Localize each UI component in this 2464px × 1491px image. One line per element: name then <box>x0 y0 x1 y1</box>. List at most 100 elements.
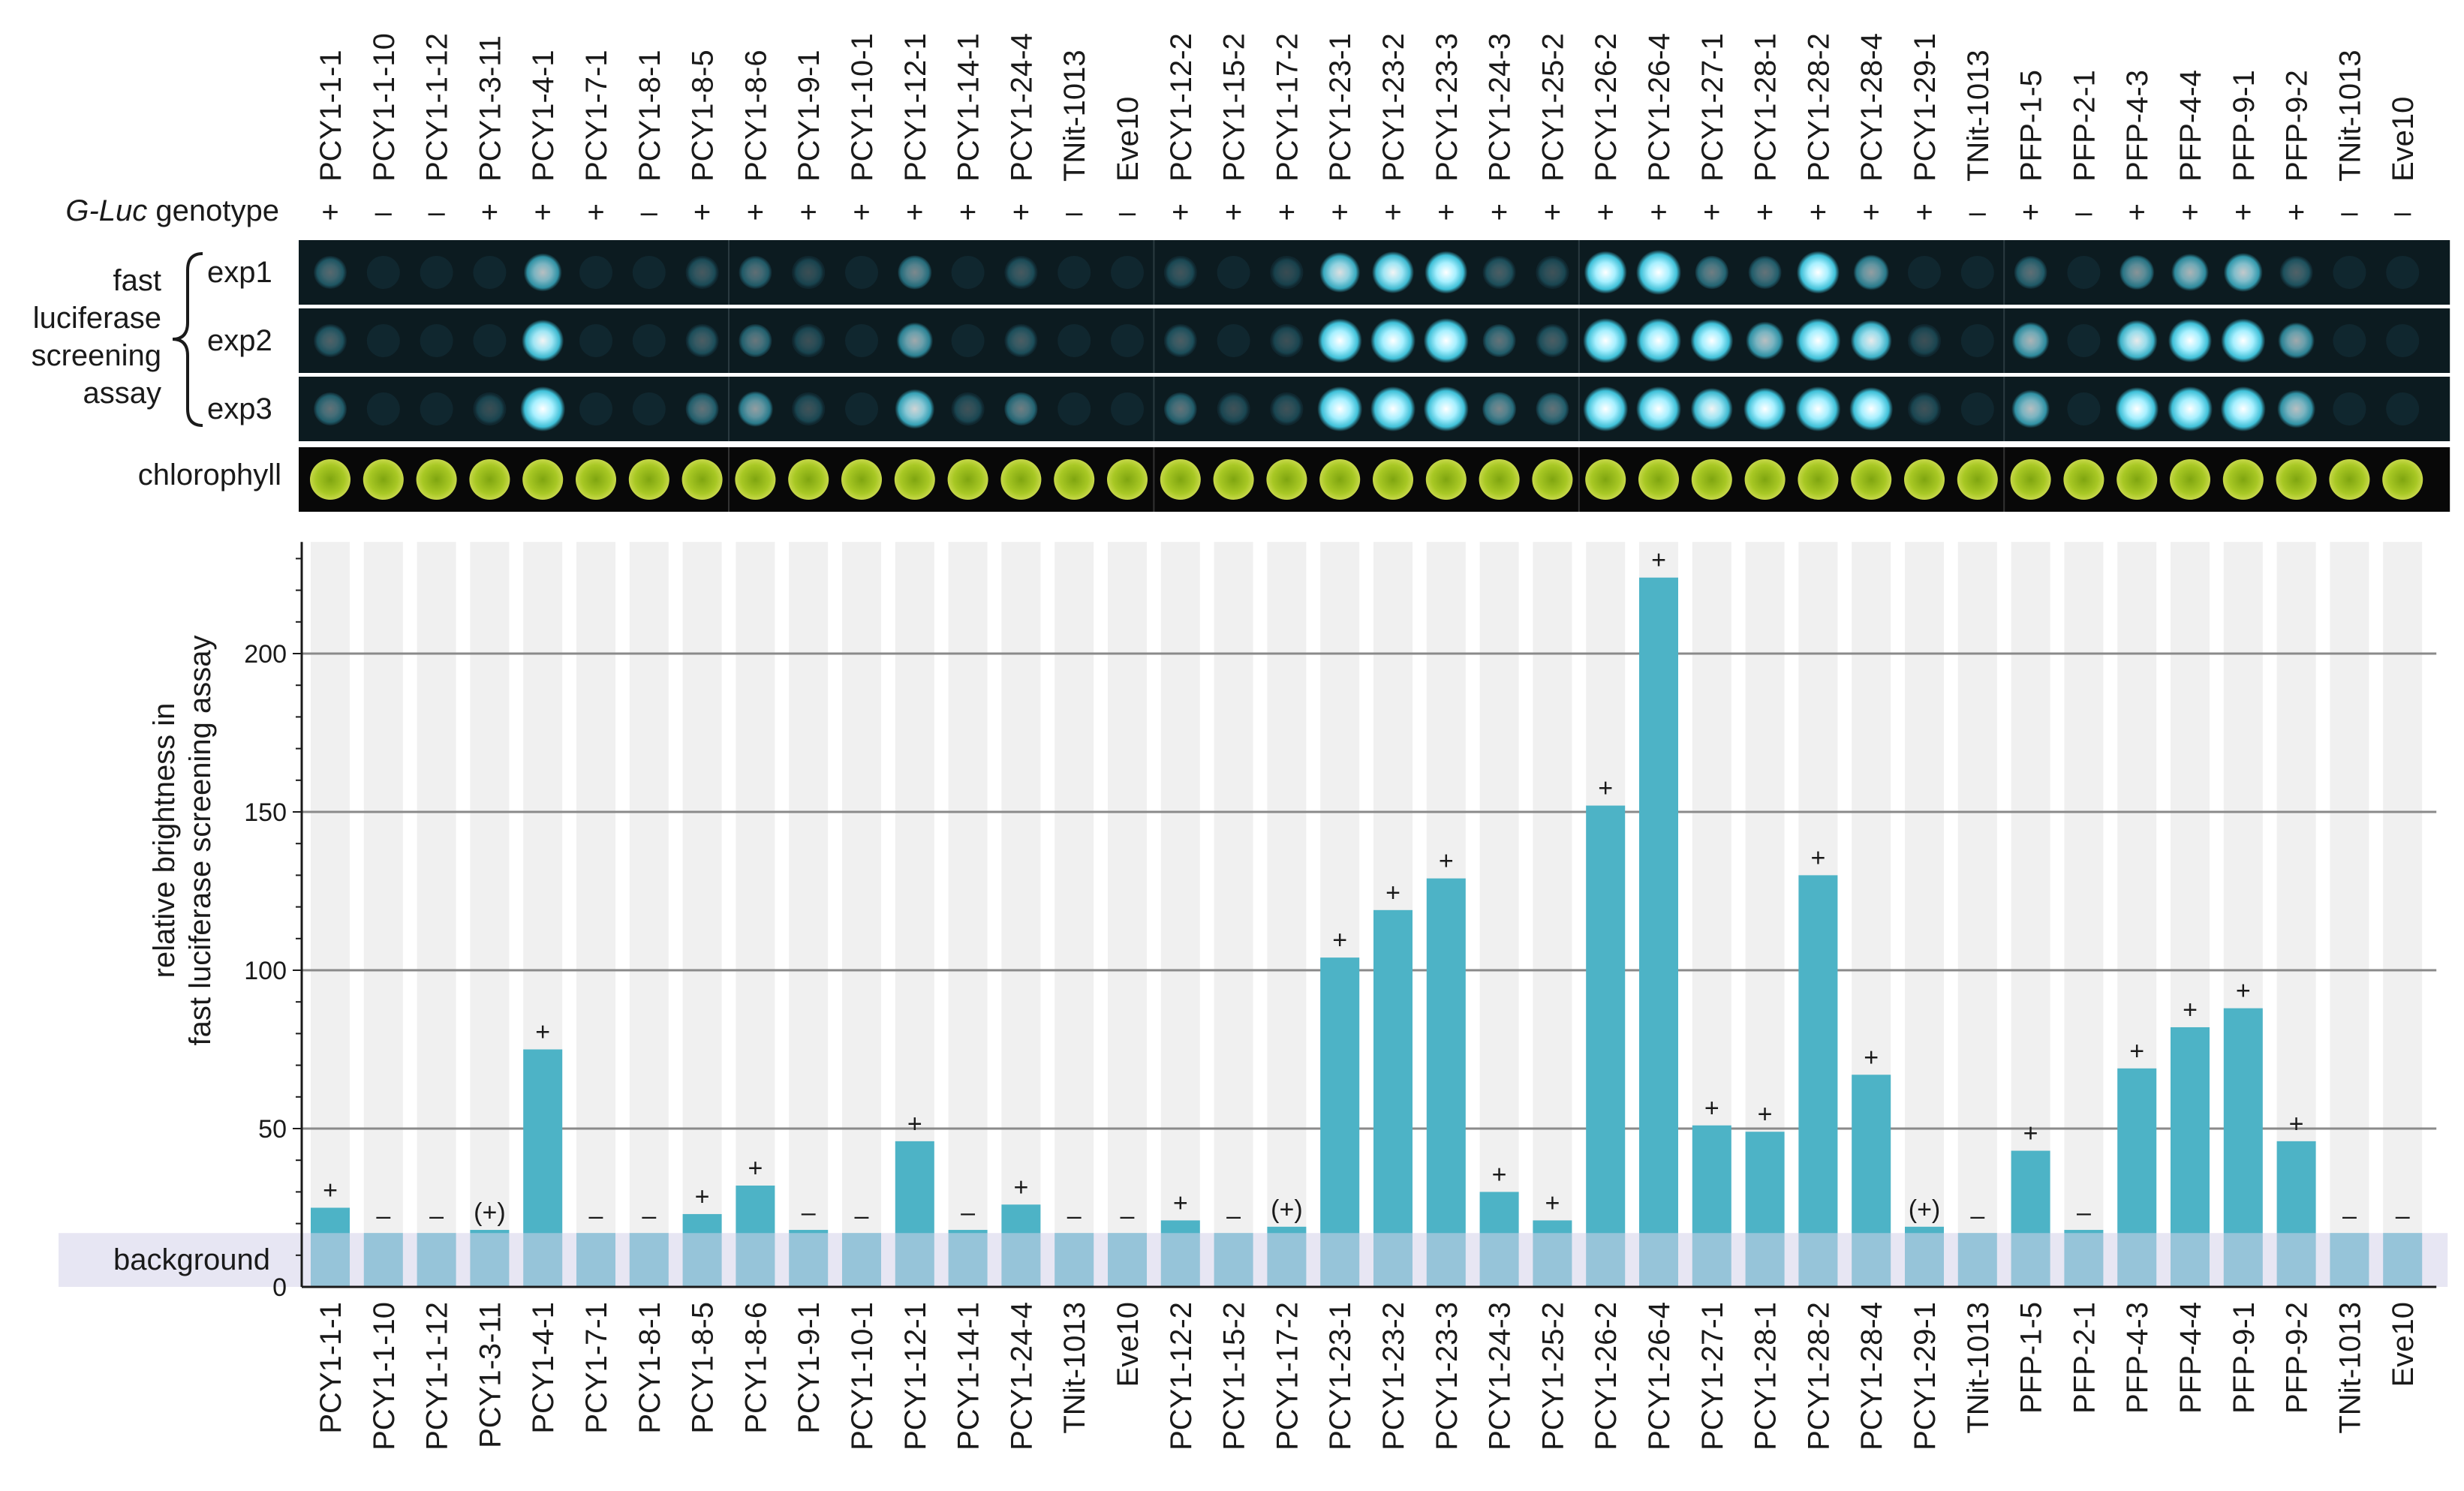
bar-value-mark: + <box>1332 926 1347 954</box>
column-stripe <box>2383 542 2423 1287</box>
bar-value-mark: + <box>535 1018 550 1047</box>
genotype-mark: + <box>693 196 711 229</box>
genotype-mark: + <box>321 196 338 229</box>
glow-spot <box>1795 386 1841 431</box>
genotype-mark: + <box>853 196 870 229</box>
top-category-label: PFP-4-4 <box>2174 70 2207 182</box>
glow-spot <box>1536 325 1569 356</box>
chlorophyll-disc <box>576 459 616 500</box>
genotype-label-italic: G-Luc <box>65 194 147 227</box>
chlorophyll-disc <box>522 459 564 500</box>
chlorophyll-disc <box>1107 459 1148 500</box>
chlorophyll-disc <box>363 459 404 500</box>
glow-spot <box>1583 318 1629 363</box>
genotype-label-rest: genotype <box>147 194 279 227</box>
genotype-mark: + <box>1012 196 1030 229</box>
bar-value-mark: – <box>2396 1201 2410 1230</box>
glow-spot <box>2014 256 2047 289</box>
assay-label-line-2: luciferase <box>33 302 161 335</box>
chlorophyll-label: chlorophyll <box>138 458 281 491</box>
column-stripe <box>417 542 456 1287</box>
bottom-category-label: PFP-2-1 <box>2068 1302 2101 1414</box>
bottom-category-label: PCY1-1-10 <box>368 1302 401 1450</box>
chlorophyll-disc <box>1319 459 1361 500</box>
genotype-mark: + <box>800 196 817 229</box>
top-category-label: TNit-1013 <box>2333 50 2366 182</box>
glow-spot <box>2115 387 2159 431</box>
top-category-label: PCY1-10-1 <box>846 33 879 182</box>
chlorophyll-disc <box>416 459 457 500</box>
bottom-category-label: PCY1-4-1 <box>527 1302 560 1434</box>
well <box>1058 324 1091 357</box>
glow-spot <box>314 256 347 289</box>
glow-spot <box>1372 251 1414 293</box>
chlorophyll-disc <box>628 459 669 500</box>
glow-spot <box>2280 256 2312 289</box>
glow-spot <box>895 389 935 429</box>
glow-spot <box>1849 387 1894 431</box>
well <box>2386 256 2420 289</box>
glow-spot <box>793 257 824 288</box>
genotype-mark: + <box>1491 196 1508 229</box>
top-category-label: PFP-9-1 <box>2228 70 2261 182</box>
glow-spot <box>2011 322 2050 359</box>
bottom-category-label: PCY1-23-1 <box>1324 1302 1357 1450</box>
column-stripe <box>1108 542 1147 1287</box>
top-category-label: TNit-1013 <box>1962 50 1995 182</box>
glow-spot <box>1003 392 1038 426</box>
bottom-category-label: PFP-4-3 <box>2121 1302 2154 1414</box>
bar-value-mark: – <box>2342 1201 2357 1230</box>
column-stripe <box>1214 542 1253 1287</box>
bottom-category-label: TNit-1013 <box>2333 1302 2366 1434</box>
column-stripe <box>1479 542 1519 1287</box>
chlorophyll-disc <box>1638 459 1679 500</box>
well <box>1111 256 1144 289</box>
glow-spot <box>1909 393 1940 425</box>
glow-spot <box>2116 320 2158 362</box>
genotype-mark: + <box>1650 196 1667 229</box>
column-stripe <box>1533 542 1572 1287</box>
genotype-mark: + <box>534 196 552 229</box>
top-category-label: PCY1-8-6 <box>739 50 772 182</box>
genotype-mark: – <box>1119 196 1136 229</box>
genotype-mark: + <box>1703 196 1720 229</box>
bottom-category-label: PCY1-14-1 <box>952 1302 985 1450</box>
well <box>2386 324 2420 357</box>
top-category-label: Eve10 <box>2387 97 2420 182</box>
glow-spot <box>685 392 719 425</box>
top-category-label: PCY1-24-4 <box>1005 33 1038 182</box>
glow-spot <box>2277 389 2316 428</box>
bar-value-mark: (+) <box>474 1198 506 1227</box>
glow-spot <box>1370 386 1416 431</box>
assay-label-line-1: fast <box>113 264 161 297</box>
genotype-mark: – <box>428 196 445 229</box>
genotype-mark: + <box>2234 196 2252 229</box>
well <box>1960 256 1994 289</box>
glow-spot <box>1425 251 1468 294</box>
well <box>951 256 985 289</box>
well <box>1960 392 1994 425</box>
genotype-mark: + <box>1278 196 1295 229</box>
chlorophyll-disc <box>2382 459 2423 500</box>
bar-value-mark: – <box>802 1198 816 1227</box>
glow-spot <box>314 392 347 425</box>
genotype-mark: + <box>2129 196 2146 229</box>
glow-spot <box>2168 319 2212 362</box>
exp3-label: exp3 <box>207 392 272 425</box>
top-category-label: PCY1-1-1 <box>314 50 347 182</box>
well <box>366 392 400 425</box>
bar-value-mark: + <box>2183 996 2198 1024</box>
bar-value-mark: + <box>1013 1173 1028 1201</box>
assay-label-line-4: assay <box>83 377 162 410</box>
well <box>1111 392 1144 425</box>
well <box>2333 392 2366 425</box>
top-category-label: PCY1-7-1 <box>580 50 613 182</box>
bar-value-mark: + <box>1173 1189 1188 1217</box>
chlorophyll-disc <box>2329 459 2370 500</box>
genotype-row-label: G-Luc genotype <box>65 194 279 227</box>
well <box>2386 392 2420 425</box>
chlorophyll-disc <box>1054 459 1095 500</box>
y-tick-label: 200 <box>244 640 287 669</box>
genotype-mark: + <box>906 196 923 229</box>
top-category-label: PCY1-29-1 <box>1909 33 1942 182</box>
